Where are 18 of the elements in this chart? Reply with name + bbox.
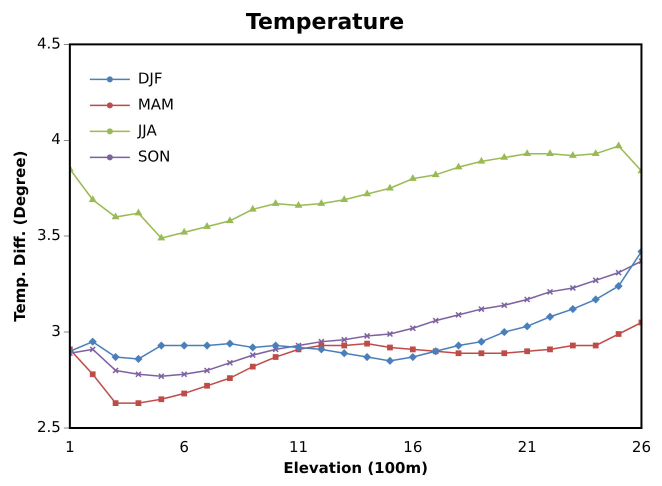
legend-label: DJF (138, 69, 162, 88)
y-tick-label: 4 (51, 130, 61, 148)
x-tick-label: 11 (288, 438, 308, 456)
chart-title: Temperature (246, 10, 404, 35)
legend-label: JJA (136, 121, 158, 140)
x-tick-label: 1 (65, 438, 75, 456)
x-axis-title: Elevation (100m) (283, 458, 428, 477)
y-tick-label: 3.5 (36, 226, 61, 244)
y-tick-label: 3 (51, 322, 61, 340)
legend-label: MAM (138, 95, 174, 114)
y-axis-title: Temp. Diff. (Degree) (10, 150, 29, 322)
legend-label: SON (138, 147, 170, 166)
x-tick-label: 16 (403, 438, 422, 456)
x-tick-label: 26 (632, 438, 652, 456)
x-tick-label: 21 (518, 438, 537, 456)
x-tick-label: 6 (179, 438, 189, 456)
y-tick-label: 2.5 (36, 418, 61, 436)
y-tick-label: 4.5 (36, 34, 61, 52)
